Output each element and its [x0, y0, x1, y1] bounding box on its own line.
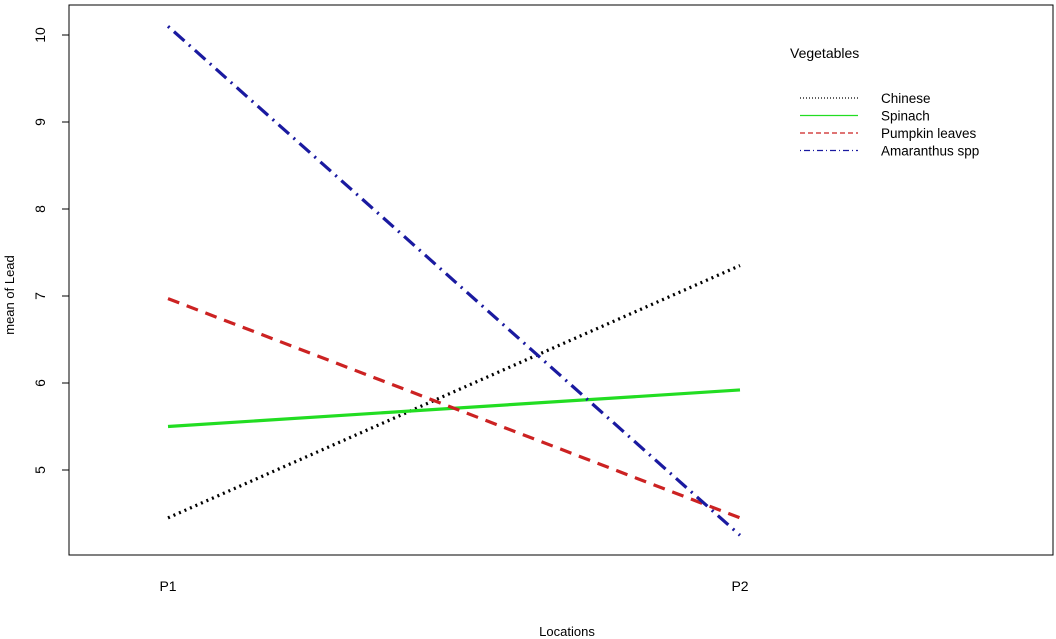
- series-line-pumpkin-leaves: [167, 297, 741, 520]
- legend-label: Spinach: [881, 109, 930, 124]
- x-axis-title: Locations: [539, 624, 595, 639]
- series-layer: [166, 25, 742, 537]
- series-line-amaranthus-spp: [166, 25, 742, 537]
- series-line-chinese: [167, 264, 741, 520]
- y-tick-label: 8: [32, 205, 48, 213]
- legend-label: Chinese: [881, 91, 931, 106]
- plot-frame: [68, 4, 1054, 556]
- y-axis: 5 6 7 8 9 10: [32, 27, 69, 474]
- y-tick-label: 10: [32, 27, 48, 43]
- legend-label: Pumpkin leaves: [881, 126, 977, 141]
- legend: Vegetables Chinese Spinach Pumpkin leaves A…: [790, 45, 979, 159]
- y-axis-title: mean of Lead: [2, 255, 17, 335]
- x-tick-label: P1: [159, 578, 176, 594]
- y-tick-label: 7: [32, 292, 48, 300]
- y-tick-label: 6: [32, 379, 48, 387]
- legend-title: Vegetables: [790, 45, 859, 61]
- y-tick-label: 5: [32, 466, 48, 474]
- x-tick-label: P2: [731, 578, 748, 594]
- legend-label: Amaranthus spp: [881, 144, 979, 159]
- y-tick-label: 9: [32, 118, 48, 126]
- x-axis: P1 P2: [159, 578, 748, 594]
